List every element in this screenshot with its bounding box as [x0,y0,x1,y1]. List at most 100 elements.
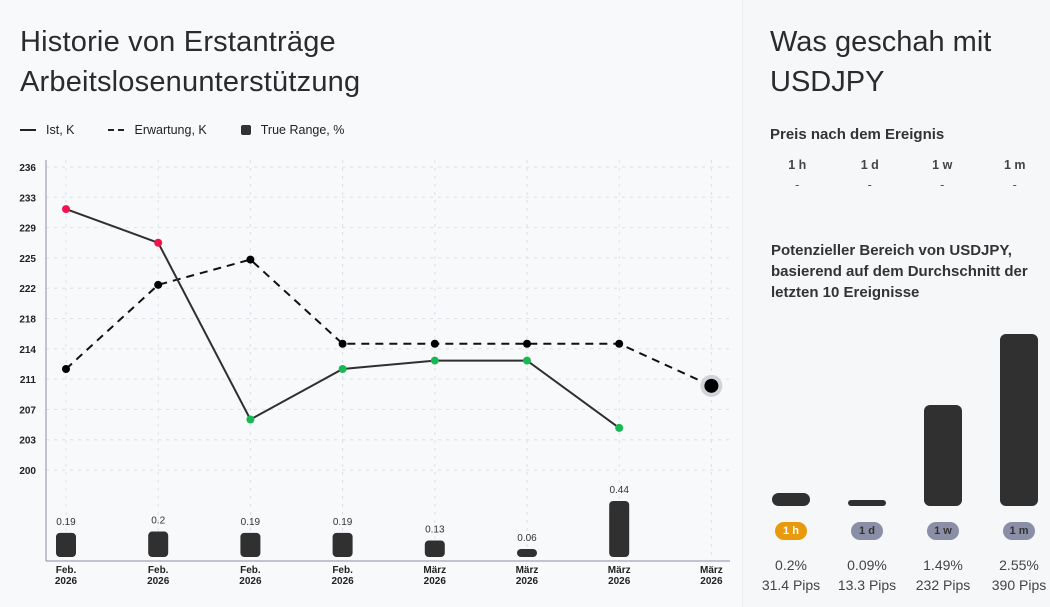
range-percent: 1.49% [923,557,963,573]
square-icon [240,125,251,135]
chart-legend: Ist, K Erwartung, K True Range, % [20,123,378,137]
range-chart: 1 h 0.2% 31.4 Pips 1 d 0.09% 13.3 Pips 1… [753,300,1050,600]
x-tick-label: 2026 [147,576,170,587]
true-range-label: 0.13 [425,524,445,535]
true-range-bar [56,532,76,557]
y-tick-label: 207 [19,405,36,416]
range-percent: 2.55% [999,557,1039,573]
y-tick-label: 203 [19,436,36,447]
range-pips: 232 Pips [915,577,971,593]
pill-1d[interactable]: 1 d [851,522,883,540]
expected-point [338,339,347,348]
true-range-label: 0.19 [56,517,76,528]
true-range-label: 0.2 [151,516,165,527]
period-value: - [940,178,945,192]
x-tick-label: 2026 [239,576,262,587]
x-tick-label: März [700,565,723,576]
x-tick-label: März [608,565,631,576]
range-heading: Potenzieller Bereich von USDJPY, basiere… [771,242,1028,301]
actual-point [154,238,163,247]
series-points [62,205,723,432]
x-tick-label: Feb. [148,565,169,576]
period-value: - [867,178,872,192]
legend-item-true-range[interactable]: True Range, % [240,123,345,137]
forecast-point [704,378,719,393]
actual-point [338,365,347,373]
range-bar [924,405,962,506]
legend-label: True Range, % [260,123,345,137]
range-bar [848,499,886,506]
true-range-bar [148,531,169,557]
x-tick-label: 2026 [331,576,354,587]
y-axis-ticks: 236 233 229 225 222 218 214 211 207 203 200 [19,163,36,477]
true-range-bar [240,532,261,557]
true-range-bars: 0.19 0.2 0.19 0.19 0.13 0.06 0.44 [56,485,629,557]
y-tick-label: 218 [19,315,36,326]
range-percent: 0.2% [775,557,807,573]
y-tick-label: 225 [19,254,36,265]
range-bar [772,492,810,506]
y-tick-label: 229 [19,224,36,235]
pill-1m[interactable]: 1 m [1003,522,1035,540]
period-label: 1 m [1003,158,1026,172]
expected-point [430,339,439,348]
price-after-grid: 1 h - 1 d - 1 w - 1 m - [761,158,1050,192]
x-tick-label: 2026 [516,576,539,587]
y-tick-label: 200 [19,466,36,477]
true-range-label: 0.19 [241,517,261,528]
range-pips: 390 Pips [991,577,1047,593]
chart-title: Historie von Erstanträge Arbeitslosenunt… [20,22,440,102]
true-range-bar [332,532,353,557]
pill-1h[interactable]: 1 h [775,522,807,540]
history-panel: Historie von Erstanträge Arbeitslosenunt… [19,22,732,587]
x-tick-label: 2026 [700,576,723,587]
x-tick-label: 2026 [608,576,631,587]
solid-line-icon [20,129,36,131]
period-1h: 1 h - [761,158,834,192]
range-bar [1000,334,1038,506]
expected-point [62,365,70,373]
range-pips: 31.4 Pips [761,577,821,593]
legend-item-actual[interactable]: Ist, K [20,123,74,137]
panel-title-line2: USDJPY [770,66,885,98]
true-range-label: 0.06 [517,533,537,544]
period-value: - [1012,178,1017,192]
price-after-heading: Preis nach dem Ereignis [770,126,945,143]
panel-title: Was geschah mit USDJPY [770,22,991,102]
legend-item-expected[interactable]: Erwartung, K [108,123,207,137]
actual-point [246,415,255,424]
x-tick-label: Feb. [240,565,261,576]
period-label: 1 w [932,158,953,172]
period-1m: 1 m - [979,158,1050,192]
true-range-label: 0.44 [609,485,629,496]
y-tick-label: 211 [20,375,37,386]
chart-title-line1: Historie von Erstanträge [20,26,336,58]
chart-title-line2: Arbeitslosenunterstützung [20,66,361,98]
true-range-bar [609,501,630,557]
dashed-line-icon [108,129,125,131]
usdjpy-panel: Was geschah mit USDJPY Preis nach dem Er… [742,0,1050,607]
legend-label: Ist, K [46,123,75,137]
expected-point [615,339,624,348]
period-label: 1 h [788,158,807,172]
y-tick-label: 222 [19,284,36,295]
actual-point [523,356,531,365]
period-1d: 1 d - [834,158,907,192]
x-tick-label: März [516,565,539,576]
true-range-bar [517,549,537,557]
x-tick-label: Feb. [56,565,77,576]
period-value: - [795,178,800,192]
expected-point [523,339,531,348]
expected-line [65,258,712,387]
x-tick-label: 2026 [55,576,78,587]
y-tick-label: 236 [19,163,36,174]
grid-lines [46,160,732,561]
actual-point [615,423,624,432]
true-range-label: 0.19 [333,517,353,528]
x-tick-label: 2026 [424,576,447,587]
range-percent: 0.09% [847,557,887,573]
period-label: 1 d [860,158,879,172]
pill-1w[interactable]: 1 w [927,522,959,540]
y-tick-label: 214 [19,345,36,356]
